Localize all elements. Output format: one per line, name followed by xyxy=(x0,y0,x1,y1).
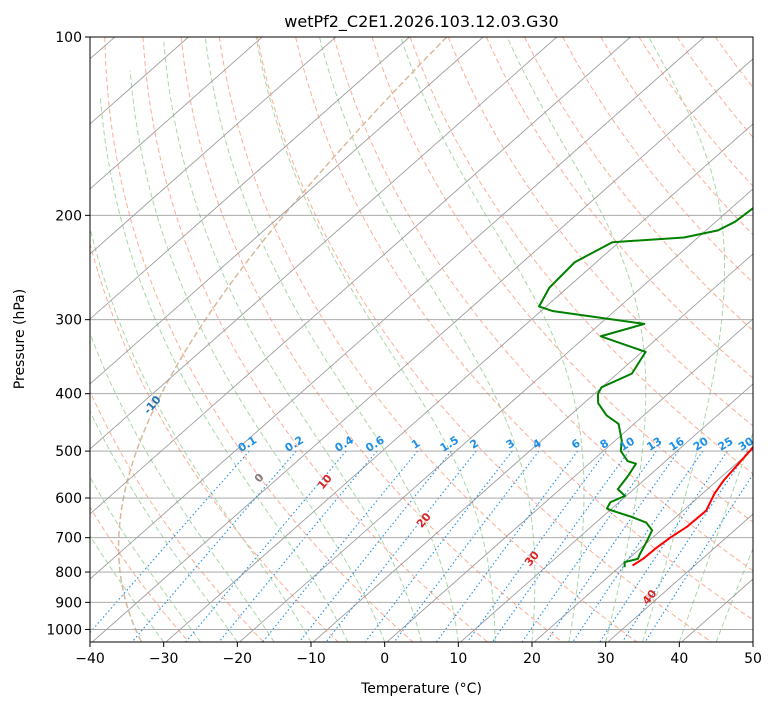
x-axis-label: Temperature (°C) xyxy=(360,681,482,697)
y-tick-label: 300 xyxy=(55,313,82,329)
dry-adiabat-line xyxy=(90,506,190,642)
moist-adiabat-line xyxy=(400,37,585,642)
y-tick-label: 100 xyxy=(55,30,82,46)
dry-adiabat-line xyxy=(295,37,753,621)
mixing-ratio-line xyxy=(298,450,452,642)
x-tick-label: 50 xyxy=(744,651,762,667)
moist-adiabat-line xyxy=(506,37,647,642)
mixing-ratio-line xyxy=(435,450,579,642)
x-tick-label: −20 xyxy=(223,651,253,667)
dry-adiabat-line xyxy=(142,37,488,642)
ice-line xyxy=(117,37,448,642)
dry-adiabat-line xyxy=(218,37,638,642)
isotherm-line xyxy=(90,37,705,580)
dry-adiabats xyxy=(90,37,753,642)
isotherm-line xyxy=(90,37,632,515)
moist-adiabat-line xyxy=(255,37,496,642)
mixing-ratio-line xyxy=(218,450,378,642)
x-tick-label: 30 xyxy=(597,651,615,667)
isotherm-line xyxy=(91,58,753,642)
dry-adiabat-line xyxy=(90,390,264,642)
dry-adiabat-line xyxy=(104,37,414,642)
mixing-ratio-line xyxy=(262,450,418,642)
y-tick-label: 600 xyxy=(55,491,82,507)
moist-adiabat-line xyxy=(678,431,753,642)
profile-series xyxy=(538,207,753,568)
isotherm-line xyxy=(607,513,753,642)
moist-adiabat-line xyxy=(90,410,238,642)
dewpoint-profile-line xyxy=(538,207,753,568)
isotherm-grid xyxy=(90,37,753,642)
moist-adiabat-line xyxy=(129,70,386,642)
mixing-ratio-line xyxy=(621,450,749,642)
mixing-ratio-line xyxy=(521,450,657,642)
mixing-ratio-line xyxy=(545,450,679,642)
isotherm-line xyxy=(90,37,484,385)
moist-adiabat-line xyxy=(99,96,349,642)
temperature-profile-line xyxy=(631,445,753,567)
moist-adiabat-line xyxy=(90,225,312,642)
y-tick-label: 400 xyxy=(55,387,82,403)
chart-title: wetPf2_C2E1.2026.103.12.03.G30 xyxy=(284,12,558,32)
dry-adiabat-line xyxy=(333,37,753,572)
isotherm-line xyxy=(459,383,753,642)
dry-adiabat-line xyxy=(447,37,753,427)
isotherm-line xyxy=(90,37,263,190)
mixing-ratio-line xyxy=(185,450,347,642)
moist-adiabat-line xyxy=(204,37,459,642)
x-tick-label: −10 xyxy=(296,651,326,667)
pressure-gridlines xyxy=(90,37,753,630)
dry-adiabat-line xyxy=(256,37,712,642)
mixing-ratio-label: 30 xyxy=(736,434,756,453)
y-tick-label: 700 xyxy=(55,531,82,547)
dry-adiabat-line xyxy=(371,37,753,523)
axes: −40 −30 −20 −10 0 10 20 30 40 50 100 200 300 400 500 60… xyxy=(46,30,762,667)
isotherm-line xyxy=(90,37,558,450)
isotherm-line xyxy=(238,188,753,642)
x-tick-label: −30 xyxy=(149,651,179,667)
isotherm-line xyxy=(165,123,753,642)
y-tick-label: 200 xyxy=(55,208,82,224)
x-tick-label: 40 xyxy=(670,651,688,667)
dry-adiabat-line xyxy=(485,37,753,379)
isotherm-line xyxy=(90,37,337,255)
isotherm-line xyxy=(90,37,411,320)
mixing-ratio-line xyxy=(325,450,477,642)
y-tick-label: 800 xyxy=(55,565,82,581)
isotherm-line xyxy=(386,318,753,642)
x-tick-label: 10 xyxy=(449,651,467,667)
y-tick-label: 900 xyxy=(55,595,82,611)
isotherm-line xyxy=(312,253,753,642)
mixing-ratio-line xyxy=(644,473,753,642)
dry-adiabat-line xyxy=(409,37,753,475)
y-axis-label: Pressure (hPa) xyxy=(12,289,28,389)
y-tick-label: 500 xyxy=(55,444,82,460)
plot-frame xyxy=(89,36,754,643)
moist-adiabat-line xyxy=(163,42,422,642)
dry-adiabat-line xyxy=(90,241,339,642)
mixing-ratio-line xyxy=(599,450,728,642)
x-tick-label: 0 xyxy=(380,651,389,667)
x-tick-label: −40 xyxy=(75,651,105,667)
x-tick-label: 20 xyxy=(523,651,541,667)
y-tick-label: 1000 xyxy=(46,622,82,638)
mixing-ratio-line xyxy=(131,450,297,642)
dry-adiabat-line xyxy=(180,37,563,642)
